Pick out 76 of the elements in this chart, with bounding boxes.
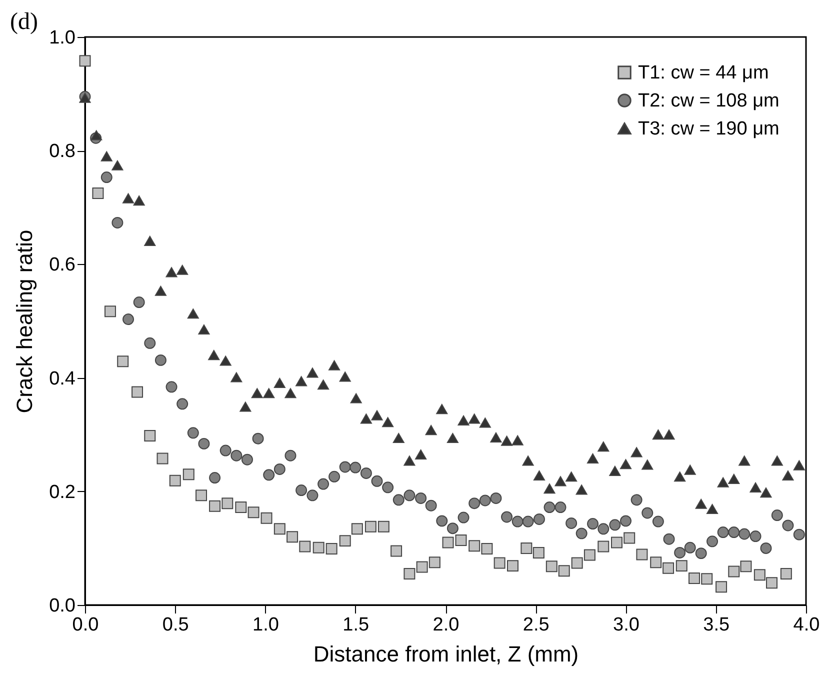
point [520,542,532,554]
point [104,306,116,318]
point [650,556,662,568]
y-tick-label: 0.6 [49,254,76,276]
point [455,534,467,546]
point [766,577,778,589]
point [584,549,596,561]
point [339,535,351,547]
x-axis-title: Distance from inlet, Z (mm) [313,642,579,666]
y-axis-title: Crack healing ratio [12,230,38,414]
point [222,498,234,510]
point [416,561,428,573]
point [390,545,402,557]
x-tick-label: 1.5 [342,614,370,636]
point [780,568,792,580]
point [79,55,91,67]
point [312,542,324,554]
x-tick-label: 1.0 [252,614,279,636]
x-tick-label: 4.0 [793,614,820,636]
point [494,557,506,569]
point [326,543,338,555]
x-tick-label: 3.5 [703,614,730,636]
y-tick-label: 0.2 [49,482,76,503]
point [688,572,700,584]
point [481,543,493,555]
point [676,560,688,572]
point [442,536,454,548]
point [728,566,740,578]
point [286,531,298,543]
y-tick-label: 0.8 [49,141,76,162]
x-tick-label: 2.0 [432,614,460,636]
point [144,430,156,442]
point [364,520,376,532]
legend-label: T2: cw = 108 μm [638,90,780,112]
point [196,490,208,502]
point [754,569,766,581]
point [506,560,518,572]
x-tick-label: 0.0 [72,614,99,636]
point [117,356,129,368]
point [260,512,272,524]
point [299,540,311,552]
y-tick-label: 1.0 [49,28,76,48]
legend-label: T1: cw = 44 μm [638,62,769,84]
point [558,565,570,577]
point [428,556,440,568]
legend-label: T3: cw = 190 μm [638,118,780,140]
point [351,523,363,535]
point [274,523,286,535]
x-tick-label: 2.5 [522,614,550,636]
x-tick-label: 0.5 [162,614,189,636]
point [378,520,390,532]
point [571,557,583,569]
point [169,474,181,486]
point [156,452,168,464]
point [740,560,752,572]
point [716,581,728,593]
point [182,468,194,480]
y-tick-label: 0.4 [49,368,76,390]
point [546,560,558,572]
y-tick-label: 0.0 [49,596,76,616]
point [610,536,622,548]
point [532,547,544,558]
point [404,568,416,580]
chart-title: (d) [10,9,38,35]
point [662,562,674,574]
point [624,532,636,544]
point [92,187,104,199]
point [468,540,480,552]
point [132,386,144,398]
point [701,573,713,585]
point [209,500,221,512]
point [636,548,648,560]
point [248,506,260,518]
point [235,502,247,514]
point [598,540,610,552]
x-tick-label: 3.0 [613,614,640,636]
